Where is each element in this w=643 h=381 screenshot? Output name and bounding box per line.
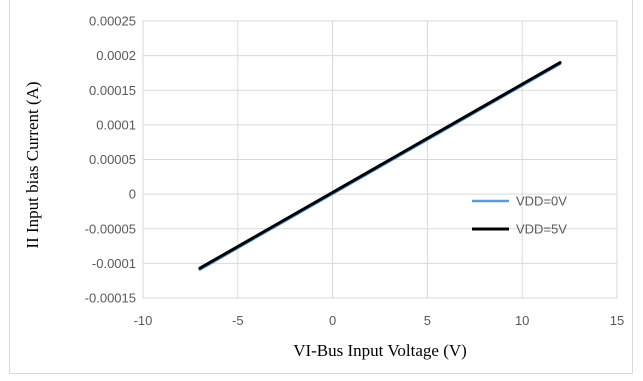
y-tick-label: 0.00005 — [89, 152, 136, 167]
x-tick-label: 5 — [424, 313, 431, 328]
grid-layer — [142, 20, 618, 299]
legend-label: VDD=0V — [516, 194, 567, 209]
y-tick-label: -0.0001 — [92, 256, 136, 271]
legend: VDD=0V VDD=5V — [472, 194, 567, 237]
x-axis-title: VI-Bus Input Voltage (V) — [293, 341, 467, 360]
y-tick-label: 0 — [129, 187, 136, 202]
y-tick-label: -0.00005 — [85, 221, 136, 236]
x-tick-label: -10 — [134, 313, 153, 328]
y-tick-label: 0.00015 — [89, 83, 136, 98]
series-layer — [198, 61, 562, 271]
y-tick-label: 0.0001 — [96, 117, 136, 132]
legend-label: VDD=5V — [516, 222, 567, 237]
y-tick-label: -0.00015 — [85, 291, 136, 306]
y-tick-label: 0.00025 — [89, 14, 136, 29]
x-tick-label: 0 — [329, 313, 336, 328]
x-tick-label: 15 — [610, 313, 624, 328]
series-line-2 — [198, 61, 562, 270]
y-axis-title: II Input bias Current (A) — [23, 81, 42, 248]
x-tick-label: -5 — [232, 313, 244, 328]
y-tick-label: 0.0002 — [96, 48, 136, 63]
x-tick-label: 10 — [515, 313, 529, 328]
tick-labels: -0.00015 -0.0001 -0.00005 0 0.00005 0.0001 0.0… — [85, 14, 625, 329]
chart-frame — [9, 0, 633, 374]
